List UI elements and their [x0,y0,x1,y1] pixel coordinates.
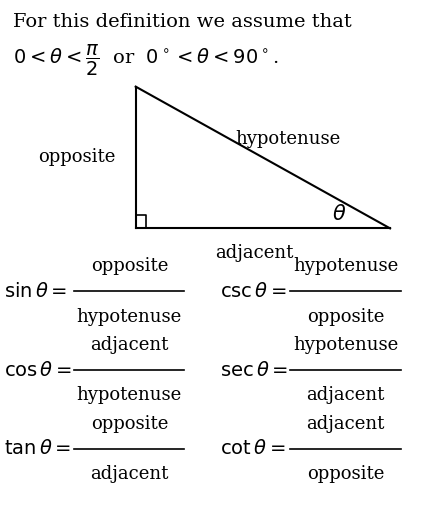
Text: opposite: opposite [307,308,384,326]
Text: adjacent: adjacent [90,465,168,483]
Text: adjacent: adjacent [215,244,293,262]
Text: For this definition we assume that: For this definition we assume that [13,13,351,31]
Text: opposite: opposite [91,257,168,275]
Text: hypotenuse: hypotenuse [77,308,182,326]
Text: adjacent: adjacent [90,336,168,354]
Text: $\sin\theta =$: $\sin\theta =$ [4,282,67,301]
Text: hypotenuse: hypotenuse [293,336,398,354]
Text: hypotenuse: hypotenuse [77,386,182,404]
Text: opposite: opposite [91,415,168,433]
Text: opposite: opposite [307,465,384,483]
Text: $0 < \theta < \dfrac{\pi}{2}$  or  $0^\circ < \theta < 90^\circ$.: $0 < \theta < \dfrac{\pi}{2}$ or $0^\cir… [13,43,278,78]
Text: hypotenuse: hypotenuse [236,130,341,148]
Text: $\tan\theta =$: $\tan\theta =$ [4,439,72,458]
Text: adjacent: adjacent [307,386,385,404]
Text: $\cot\theta =$: $\cot\theta =$ [220,439,286,458]
Text: $\cos\theta =$: $\cos\theta =$ [4,361,73,380]
Text: opposite: opposite [38,149,115,166]
Text: $\sec\theta =$: $\sec\theta =$ [220,361,289,380]
Text: $\theta$: $\theta$ [332,204,346,224]
Text: hypotenuse: hypotenuse [293,257,398,275]
Text: adjacent: adjacent [307,415,385,433]
Text: $\csc\theta =$: $\csc\theta =$ [220,282,287,301]
